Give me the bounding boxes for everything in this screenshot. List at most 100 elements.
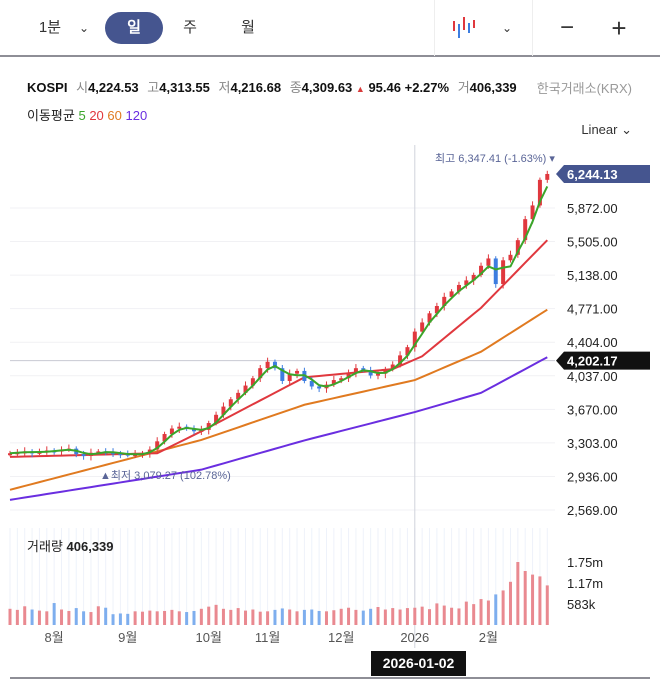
candle: [8, 453, 12, 456]
volume-bar: [435, 603, 439, 625]
candle: [295, 370, 300, 374]
volume-bar: [442, 605, 446, 625]
quote-info: KOSPI 시4,224.53 고4,313.55 저4,216.68 종4,3…: [27, 77, 517, 96]
close-value: 4,309.63: [301, 80, 353, 95]
tab-month[interactable]: 월: [241, 19, 255, 36]
volume-bar: [148, 610, 152, 625]
candle: [309, 380, 314, 387]
volume-bar: [221, 608, 225, 625]
high-label: 고: [147, 80, 160, 95]
volume-legend-value: 406,339: [66, 539, 114, 554]
candle: [456, 284, 461, 292]
volume-bar: [332, 610, 336, 625]
candlestick-icon[interactable]: [448, 12, 478, 44]
ma5-line: [9, 185, 549, 456]
volume-bar: [30, 609, 34, 625]
crosshair-price-tag: [556, 351, 650, 370]
candle: [508, 254, 513, 261]
volume-bar: [413, 607, 417, 625]
volume-bar: [324, 611, 328, 625]
candle: [243, 385, 248, 393]
volume-bar: [523, 571, 527, 625]
candle: [162, 434, 167, 442]
tab-day[interactable]: 일: [105, 12, 163, 44]
volume-bar: [376, 607, 380, 625]
volume-bar: [464, 601, 468, 625]
volume-bar: [251, 609, 255, 625]
candle: [177, 426, 182, 429]
x-tick-label: 9월: [118, 630, 137, 645]
x-tick-label: 10월: [196, 630, 222, 645]
candle: [523, 219, 528, 241]
candle: [317, 386, 322, 389]
volume-bar: [310, 609, 314, 625]
volume-bar: [450, 607, 454, 625]
moving-average-legend[interactable]: 이동평균 5 20 60 120: [27, 105, 147, 124]
volume-bar: [472, 604, 476, 625]
candle: [449, 291, 454, 297]
volume-bar: [383, 609, 387, 625]
candle: [479, 265, 484, 275]
volume-bar: [74, 608, 78, 625]
candle: [530, 205, 535, 220]
volume-bar: [155, 611, 159, 625]
scale-select[interactable]: Linear ⌄: [581, 122, 632, 138]
zoom-out-button[interactable]: −: [559, 14, 574, 41]
volume-bar: [89, 612, 93, 625]
candle: [221, 406, 226, 415]
candle: [427, 313, 432, 323]
volume-bar: [111, 614, 115, 625]
candle: [434, 306, 439, 314]
volume-bar: [339, 608, 343, 625]
candle: [331, 380, 336, 385]
chevron-down-icon[interactable]: ⌄: [78, 21, 90, 35]
volume-bar: [354, 609, 358, 625]
candle: [81, 454, 86, 457]
candle: [214, 414, 219, 424]
y-tick-label: 2,936.00: [567, 469, 618, 484]
ma-20: 20: [89, 108, 104, 123]
volume-bar: [508, 581, 512, 625]
candle: [442, 296, 447, 307]
volume-bar: [23, 606, 27, 625]
y-tick-label: 3,670.00: [567, 402, 618, 417]
interval-select[interactable]: 1분: [38, 19, 62, 36]
volume-legend-label: 거래량: [27, 539, 63, 554]
y-tick-label: 3,303.00: [567, 436, 618, 451]
chevron-down-icon[interactable]: ⌄: [501, 21, 513, 35]
ma60-line: [9, 308, 548, 491]
scale-value: Linear: [581, 122, 618, 137]
y-tick-label: 5,505.00: [567, 235, 618, 250]
tab-week[interactable]: 주: [183, 19, 197, 36]
zoom-in-button[interactable]: +: [611, 13, 627, 43]
candle: [390, 364, 395, 370]
open-label: 시: [76, 80, 89, 95]
divider: [10, 677, 650, 679]
candle: [486, 258, 491, 266]
volume-bar: [405, 608, 409, 625]
chevron-down-icon: ⌄: [621, 122, 632, 137]
candle: [471, 274, 476, 281]
volume-bar: [457, 608, 461, 625]
ma-120: 120: [125, 108, 148, 123]
candle: [280, 368, 285, 381]
candle: [250, 378, 255, 386]
x-tick-label: 2월: [479, 630, 498, 645]
y-tick-label: 4,404.00: [567, 335, 618, 350]
volume-bar: [207, 606, 211, 625]
y-tick-label: 4,771.00: [567, 302, 618, 317]
candle: [368, 370, 373, 376]
volume-bar: [244, 610, 248, 625]
volume-bar: [531, 574, 535, 625]
candle: [346, 372, 351, 379]
candle: [361, 368, 366, 371]
ma120-line: [9, 356, 548, 501]
volume-bar: [361, 610, 365, 625]
candle: [545, 173, 550, 180]
candle: [258, 368, 263, 379]
x-tick-label: 2026: [400, 630, 429, 645]
volume-bar: [391, 608, 395, 625]
candle: [228, 399, 233, 407]
volume-label: 거: [457, 80, 470, 95]
